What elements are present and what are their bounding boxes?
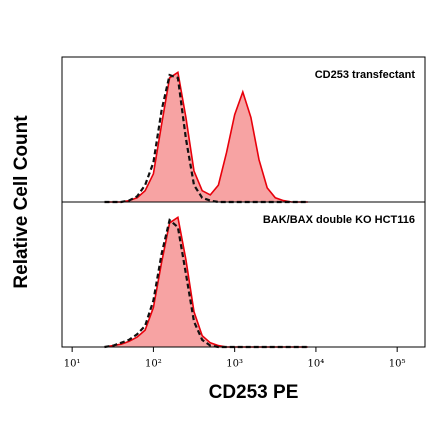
x-tick-label: 10⁵ bbox=[389, 359, 406, 370]
area-fill bbox=[104, 72, 308, 202]
line bbox=[104, 70, 308, 203]
x-axis-label: CD253 PE bbox=[209, 382, 299, 403]
dashed-line bbox=[104, 73, 308, 204]
x-tick-label: 10⁴ bbox=[308, 359, 325, 370]
x-tick-label: 10¹ bbox=[64, 359, 81, 370]
panel-title: CD253 transfectant bbox=[315, 69, 416, 81]
line bbox=[104, 215, 308, 348]
y-axis-label: Relative Cell Count bbox=[11, 115, 32, 289]
dashed-line bbox=[104, 218, 308, 349]
x-tick-label: 10³ bbox=[226, 359, 243, 370]
panel-title: BAK/BAX double KO HCT116 bbox=[263, 214, 415, 226]
x-tick-label: 10² bbox=[145, 359, 162, 370]
panel-frame bbox=[61, 201, 426, 348]
area-fill bbox=[104, 217, 308, 347]
